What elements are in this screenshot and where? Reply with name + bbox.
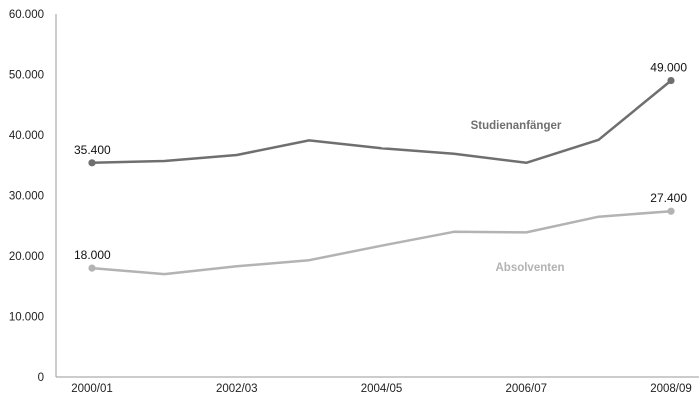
series-name-label: Absolventen [495,262,564,274]
series-layer [88,76,675,276]
y-tick-label: 50.000 [9,70,44,82]
series-line-studienanfaenger [90,79,673,165]
data-point-marker [88,264,96,272]
y-tick-label: 20.000 [9,251,44,263]
y-tick-label: 30.000 [9,191,44,203]
data-label: 49.000 [650,61,687,75]
x-tick-label: 2006/07 [505,383,547,395]
series-name-label: Studienanfänger [471,120,562,132]
data-point-marker [667,76,675,85]
x-tick-label: 2002/03 [216,383,258,395]
data-label: 35.400 [74,143,111,157]
x-tick-label: 2008/09 [650,383,692,395]
y-tick-label: 10.000 [9,312,44,324]
data-point-marker [88,159,96,167]
x-tick-label: 2000/01 [71,383,113,395]
x-tick-label: 2004/05 [361,383,403,395]
y-tick-label: 60.000 [9,9,44,21]
labels-layer: 35.400 49.000 18.000 27.400 Studienanfänger A… [74,61,687,275]
series-line-absolventen [90,209,673,276]
x-axis-ticks: 2000/01 2002/03 2004/05 2006/07 2008/09 [71,383,692,395]
data-label: 18.000 [74,248,111,262]
y-tick-label: 40.000 [9,130,44,142]
y-tick-label: 0 [38,372,44,384]
data-label: 27.400 [650,191,687,205]
y-axis-ticks: 0 10.000 20.000 30.000 40.000 50.000 60.000 [9,9,44,384]
data-point-marker [667,207,675,215]
